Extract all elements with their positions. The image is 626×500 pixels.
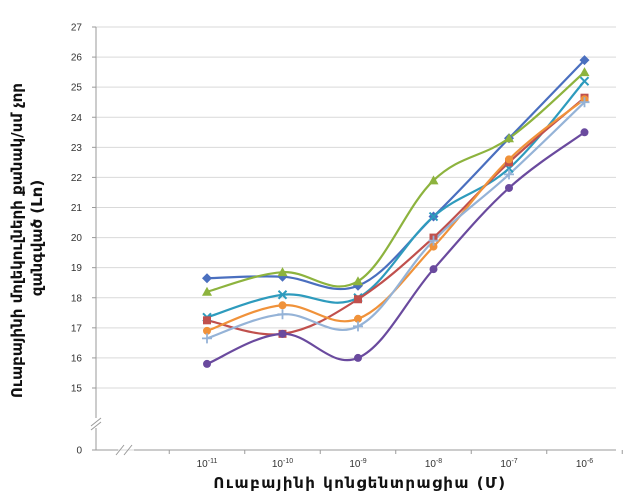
x-tick-label: 10-6: [576, 458, 593, 470]
data-point-marker: [203, 326, 211, 335]
data-point-marker: [277, 290, 288, 300]
axes: [90, 26, 623, 456]
data-point-marker: [579, 55, 590, 66]
y-tick-labels: 15 16 17 18 19 20 21 22 23 24 25 26 27 0: [71, 23, 83, 457]
x-tick-labels: 10-11 10-10 10-9 10-8 10-7 10-6: [197, 458, 594, 470]
data-point-marker: [580, 128, 589, 137]
grid-lines: [96, 26, 616, 451]
y-tick-label: 20: [71, 233, 83, 244]
series-line-5: [205, 98, 586, 332]
y-tick-label: 26: [71, 53, 83, 64]
x-tick-label: 10-9: [349, 458, 366, 470]
x-axis-title: Ուաբայինի կոնցենտրացիա (Մ): [213, 474, 506, 492]
data-point-marker: [579, 97, 590, 108]
x-tick-label: 10-8: [425, 458, 442, 470]
x-axis-break-mark: [115, 444, 133, 456]
data-point-marker: [278, 329, 287, 338]
data-point-marker: [504, 169, 514, 180]
data-point-marker: [428, 175, 439, 185]
y-axis-title: Ուաբայինի մոլեկուլների քանակ/սմ չոր զանգ…: [8, 78, 46, 398]
y-tick-label: 19: [71, 263, 83, 274]
y-tick-label: 16: [71, 353, 83, 364]
y-tick-label: 17: [71, 323, 83, 334]
series-lines: [205, 58, 586, 366]
data-point-marker: [429, 242, 438, 251]
data-point-marker: [277, 309, 288, 320]
series-line-7: [205, 131, 586, 366]
y-tick-label: 18: [71, 293, 83, 304]
y-tick-label: 24: [71, 113, 83, 124]
data-point-marker: [203, 359, 211, 368]
data-point-marker: [428, 211, 439, 222]
data-point-marker: [429, 265, 438, 274]
y-axis-title-line-2: զանգված (Ln): [28, 180, 46, 296]
y-tick-label-zero: 0: [76, 446, 82, 457]
data-point-marker: [354, 295, 362, 304]
y-axis-title-line-1: Ուաբայինի մոլեկուլների քանակ/սմ չոր: [8, 83, 26, 398]
data-point-marker: [278, 301, 287, 310]
data-point-marker: [579, 76, 590, 86]
data-point-marker: [202, 333, 212, 344]
y-tick-label: 15: [71, 384, 83, 395]
data-point-marker: [579, 67, 590, 77]
series-line-1: [205, 58, 586, 291]
data-point-marker: [202, 286, 212, 296]
y-tick-label: 22: [71, 173, 83, 184]
data-point-marker: [353, 321, 363, 332]
data-point-marker: [504, 133, 514, 143]
y-axis-break-mark: [90, 417, 102, 431]
y-tick-label: 25: [71, 83, 83, 94]
data-point-marker: [202, 273, 212, 284]
y-tick-label: 21: [71, 203, 83, 214]
series-line-6: [205, 101, 586, 340]
y-tick-label: 27: [71, 23, 83, 34]
data-point-marker: [428, 235, 439, 246]
data-point-marker: [354, 314, 362, 323]
data-point-marker: [277, 267, 288, 277]
x-tick-label: 10-7: [500, 458, 517, 470]
data-point-marker: [353, 276, 363, 286]
x-tick-label: 10-11: [197, 458, 218, 470]
series-line-3: [205, 80, 586, 319]
data-point-marker: [203, 316, 211, 325]
x-tick-label: 10-10: [272, 458, 293, 470]
data-point-marker: [505, 183, 513, 192]
y-tick-label: 23: [71, 143, 83, 154]
data-point-marker: [505, 155, 513, 164]
series-markers: [202, 55, 590, 368]
data-point-marker: [354, 353, 362, 362]
